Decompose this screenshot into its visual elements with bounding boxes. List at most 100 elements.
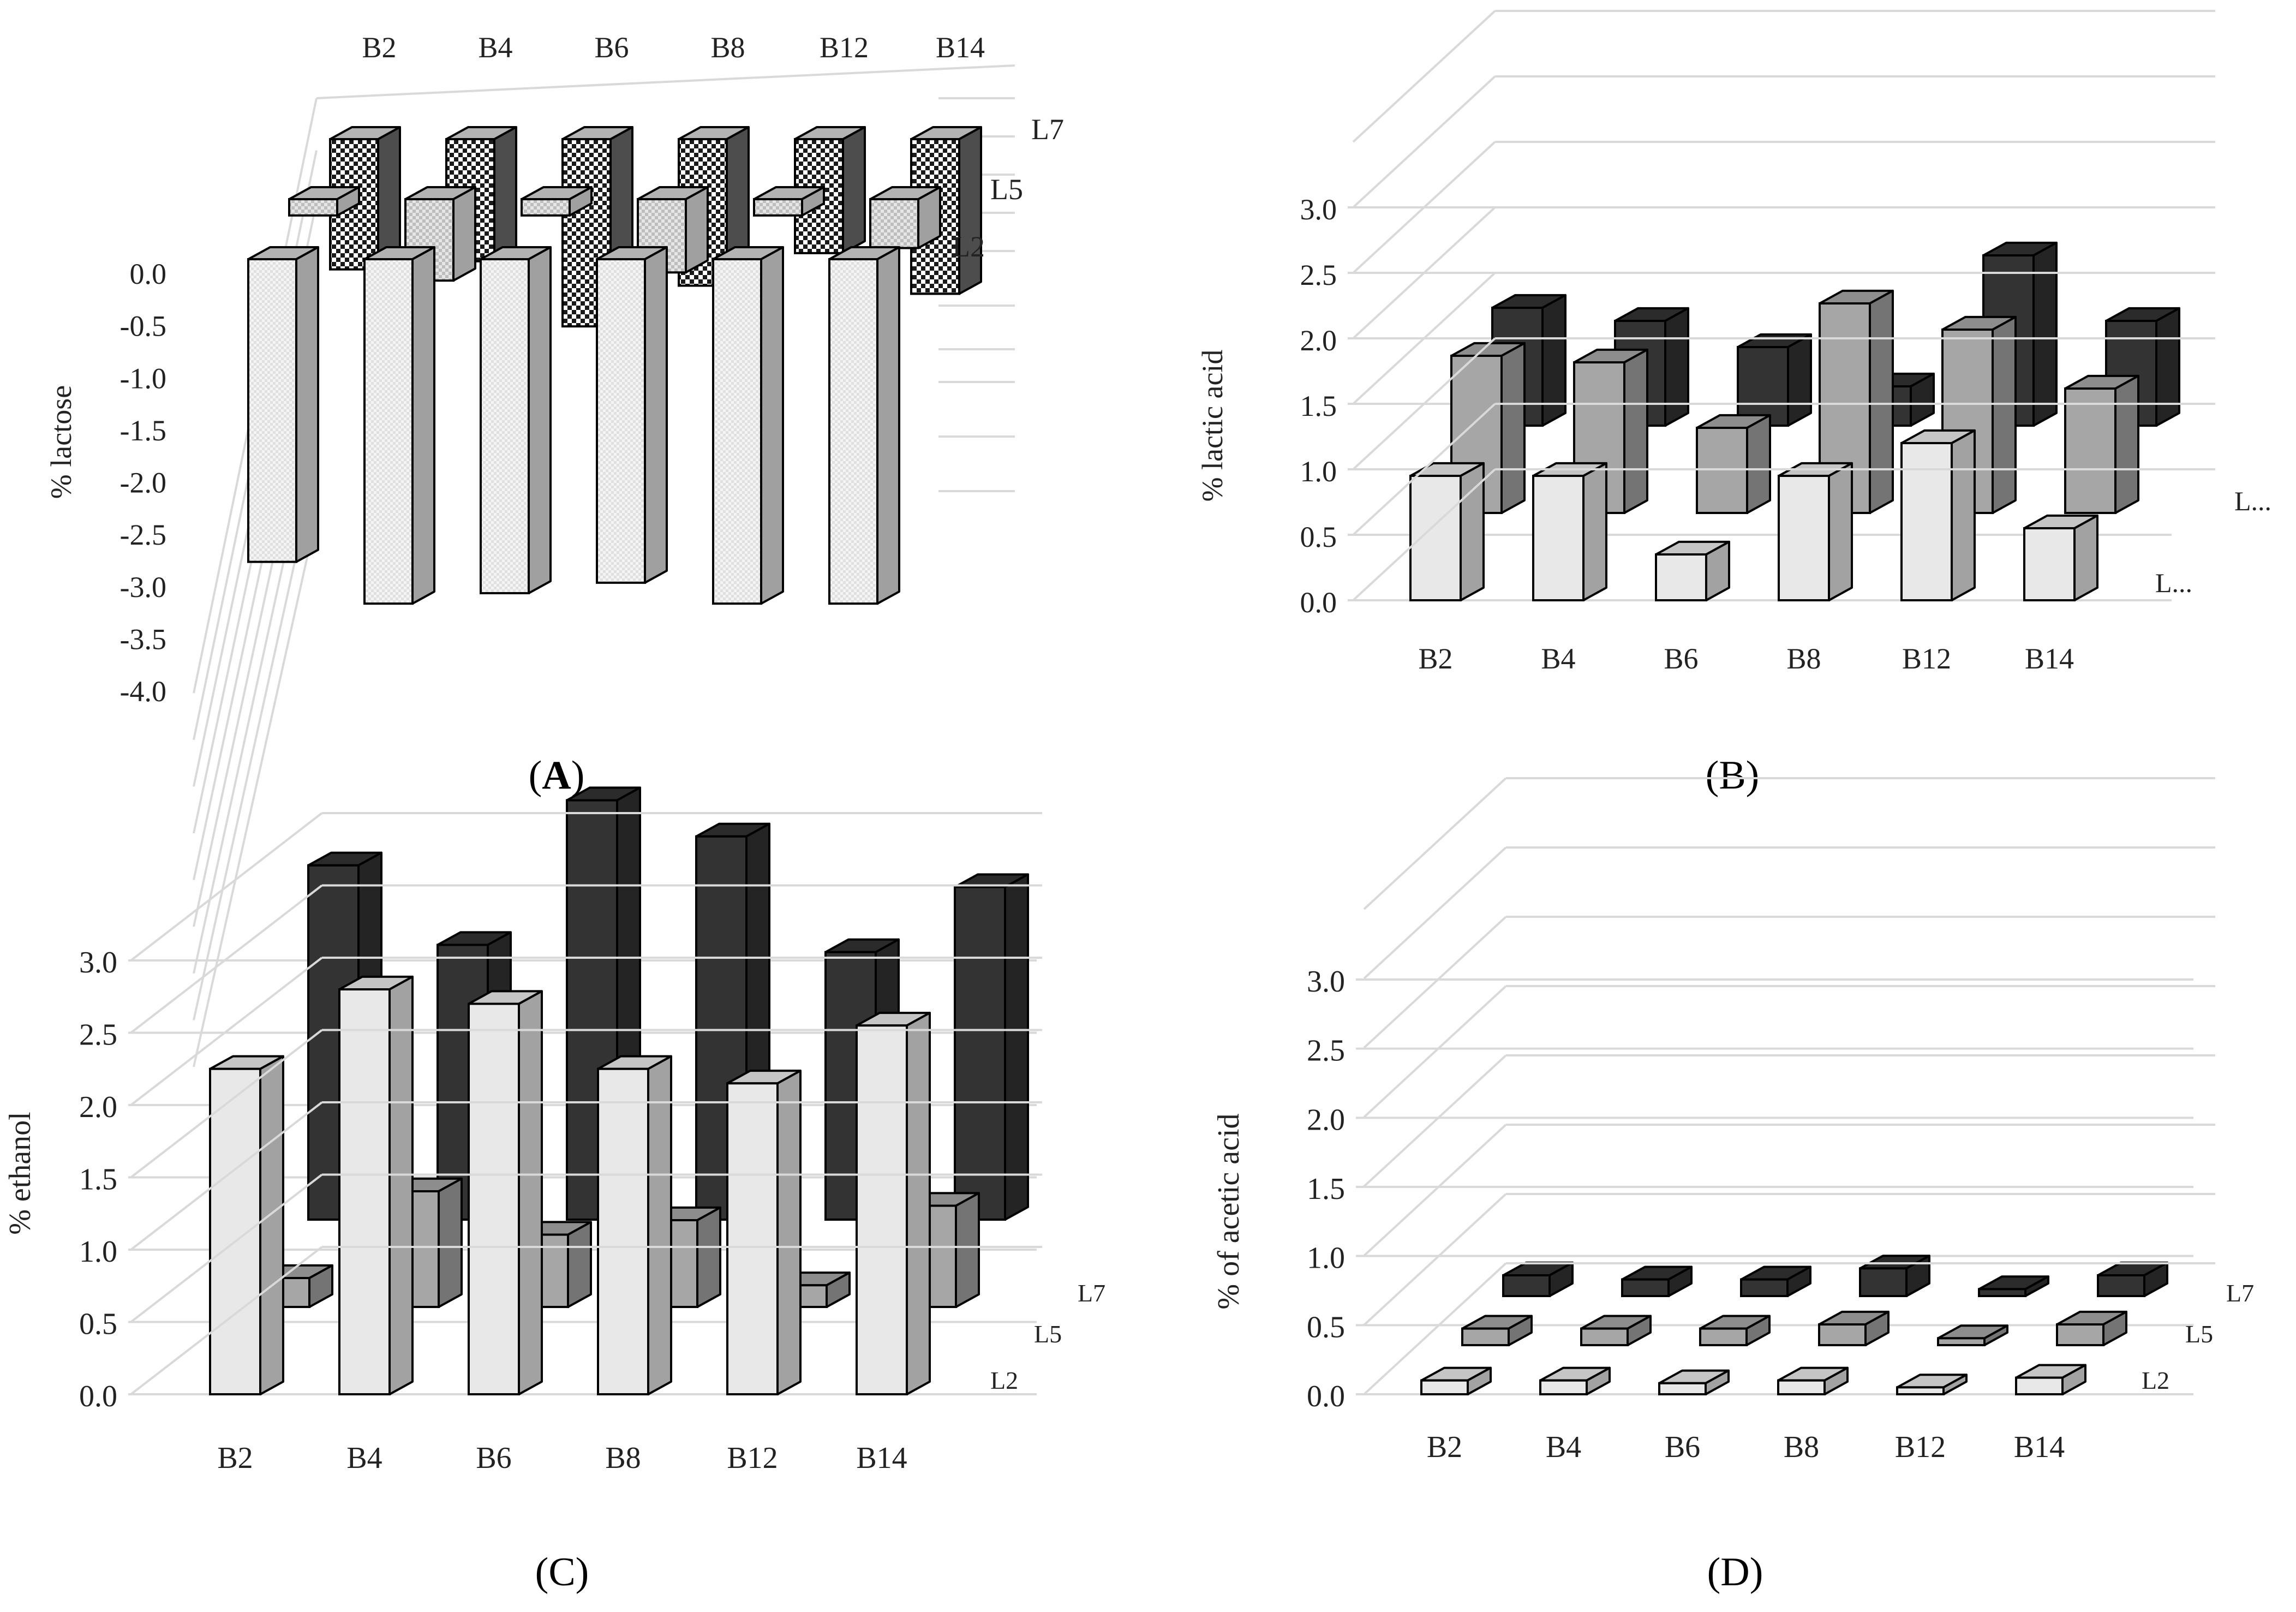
y-tick-label: 1.0 bbox=[1300, 455, 1337, 488]
x-tick-label: B14 bbox=[936, 31, 985, 64]
series-axis-label: L... bbox=[2155, 568, 2192, 598]
bar-l2-b4-front bbox=[1539, 1379, 1588, 1396]
bar-l2-b2-front bbox=[1409, 475, 1462, 601]
bar-l2-b12 bbox=[712, 246, 784, 605]
y-tick-label: 3.0 bbox=[1307, 965, 1345, 999]
bar-l2-b14-front bbox=[828, 258, 878, 605]
bar-l2-b12 bbox=[1896, 1374, 1968, 1395]
y-tick-label: 2.0 bbox=[1300, 324, 1337, 357]
y-tick-label: 0.5 bbox=[79, 1307, 117, 1341]
wall-line bbox=[1363, 1054, 1507, 1187]
bar-l2-b12-front bbox=[726, 1082, 779, 1395]
panel-letter-b: B bbox=[1719, 753, 1745, 798]
y-tick-label: 2.5 bbox=[1307, 1034, 1345, 1068]
bar-l7-b12-side bbox=[842, 126, 866, 254]
bar-l7-b4 bbox=[1621, 1265, 1693, 1298]
bar-l2-b2 bbox=[1409, 462, 1485, 601]
y-tick-label: 1.0 bbox=[1307, 1241, 1345, 1275]
y-tick-label: -1.0 bbox=[120, 362, 166, 395]
bar-l5-b6-side bbox=[567, 1221, 592, 1308]
bar-l7-b6 bbox=[1740, 1265, 1811, 1298]
x-tick-label: B2 bbox=[1427, 1430, 1462, 1464]
y-tick-label: 2.5 bbox=[1300, 259, 1337, 291]
bar-l2-b4-front bbox=[363, 258, 414, 605]
x-tick-label: B2 bbox=[362, 31, 396, 64]
x-tick-label: B4 bbox=[1546, 1430, 1581, 1464]
bar-l5-b6 bbox=[1696, 414, 1771, 514]
bar-l5-b14-front bbox=[2064, 387, 2116, 514]
bar-l2-b6-front bbox=[1658, 1382, 1707, 1396]
x-tick-label: B2 bbox=[1418, 642, 1452, 675]
bar-l5-b8 bbox=[1818, 1310, 1890, 1346]
y-tick-label: 0.0 bbox=[1300, 586, 1337, 619]
wall-line bbox=[1363, 1124, 1507, 1257]
bar-l2-b8 bbox=[1777, 1366, 1849, 1396]
bar-l5-b14 bbox=[2056, 1310, 2127, 1346]
bar-l5-b6 bbox=[1699, 1315, 1771, 1347]
bar-l5-b2-side bbox=[1500, 342, 1526, 514]
bar-l5-b12 bbox=[753, 186, 825, 217]
bar-l7-b4-front bbox=[1621, 1278, 1670, 1298]
bar-l5-b8-side bbox=[696, 1206, 721, 1308]
bar-l2-b2 bbox=[247, 246, 319, 563]
panel-letter-d: D bbox=[1720, 1550, 1749, 1595]
bar-l2-b8-side bbox=[1828, 462, 1853, 601]
bar-l7-b6-front bbox=[1740, 1278, 1789, 1298]
bar-l7-b14 bbox=[2097, 1261, 2168, 1297]
series-axis-label: L7 bbox=[1078, 1279, 1105, 1307]
bar-l2-b4 bbox=[338, 975, 414, 1395]
bar-l2-b2-front bbox=[247, 258, 297, 563]
x-tick-label: B12 bbox=[1895, 1430, 1946, 1464]
x-tick-label: B14 bbox=[856, 1441, 907, 1475]
bar-l2-b6 bbox=[480, 246, 552, 594]
series-axis-label: L2 bbox=[2142, 1366, 2169, 1394]
y-tick-label: 0.0 bbox=[79, 1380, 117, 1413]
y-tick-label: -2.0 bbox=[120, 467, 166, 499]
wall-line bbox=[1352, 206, 1496, 339]
wall-line bbox=[130, 884, 323, 1034]
wall-line bbox=[1352, 75, 1496, 208]
x-tick-label: B12 bbox=[820, 31, 869, 64]
x-tick-label: B12 bbox=[1902, 642, 1951, 675]
bar-l2-b6-side bbox=[518, 990, 543, 1395]
y-tick-label: 1.5 bbox=[1307, 1172, 1345, 1206]
y-tick-label: 3.0 bbox=[79, 946, 117, 980]
bar-l5-b14-front bbox=[2056, 1323, 2104, 1346]
bar-l5-b14-front bbox=[869, 198, 919, 249]
bar-l2-b12-side bbox=[776, 1070, 802, 1395]
wall-line bbox=[1363, 1193, 1507, 1326]
y-tick-label: 1.0 bbox=[79, 1235, 117, 1269]
y-tick-label: 3.0 bbox=[1300, 193, 1337, 226]
bar-l2-b14-side bbox=[876, 246, 900, 605]
panel-caption-a: (A) bbox=[529, 753, 585, 798]
bar-l5-b8-side bbox=[685, 186, 709, 274]
x-tick-label: B8 bbox=[605, 1441, 641, 1475]
bar-l5-b6 bbox=[521, 186, 593, 217]
wall-line bbox=[1352, 337, 1496, 470]
wall-line bbox=[130, 957, 323, 1106]
bar-l7-b14 bbox=[954, 873, 1029, 1221]
y-tick-label: -4.0 bbox=[120, 675, 166, 708]
bar-l2-b2 bbox=[1420, 1366, 1492, 1396]
x-tick-label: B12 bbox=[727, 1441, 778, 1475]
wall-line bbox=[1352, 10, 1496, 143]
bar-l2-b8-side bbox=[644, 246, 668, 584]
bar-l2-b14-front bbox=[856, 1024, 908, 1395]
bar-l5-b12-side bbox=[1992, 315, 2017, 514]
bar-l2-b14-front bbox=[2023, 527, 2076, 601]
bar-l2-b4 bbox=[1539, 1366, 1611, 1396]
bar-l5-b2-front bbox=[288, 198, 338, 217]
wall-line bbox=[130, 1173, 323, 1323]
wall-line bbox=[1363, 1262, 1507, 1395]
bar-l2-b14 bbox=[828, 246, 900, 605]
bar-l5-b4-side bbox=[438, 1177, 463, 1308]
lactic-acid-chart: 0.0 0.5 1.0 1.5 2.0 2.5 3.0 % lactic acid B2 B4 B6… bbox=[1196, 10, 2271, 675]
bar-l2-b4-side bbox=[388, 975, 414, 1395]
bar-l2-b6 bbox=[468, 990, 543, 1395]
bar-l2-b2-front bbox=[1420, 1379, 1469, 1396]
bar-l2-b4 bbox=[1532, 462, 1607, 601]
bar-l2-b2-front bbox=[209, 1067, 261, 1395]
bar-l5-b12-front bbox=[1937, 1337, 1986, 1346]
bar-l5-b2 bbox=[288, 186, 360, 217]
